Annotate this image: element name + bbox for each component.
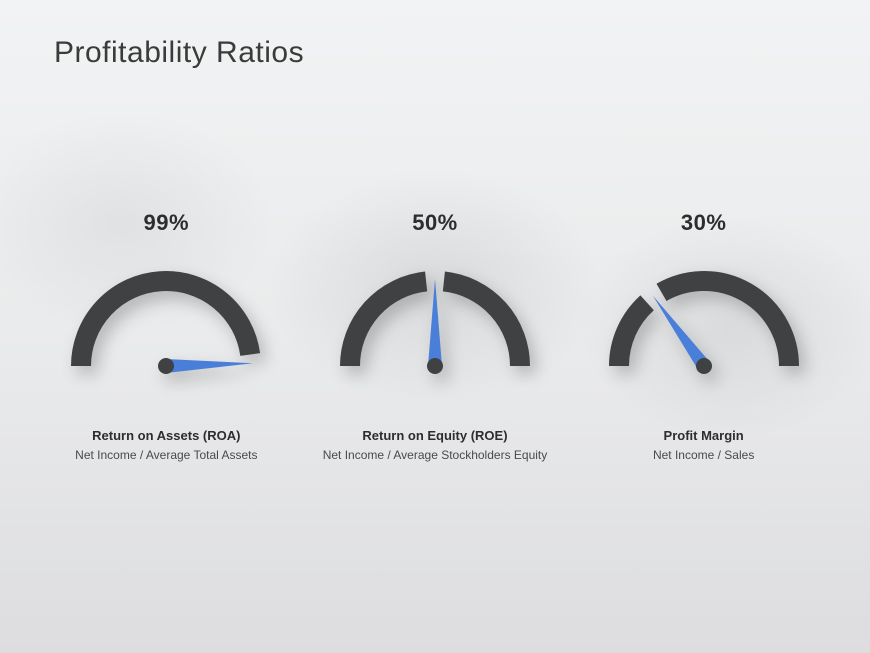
gauge-roe-subtitle: Net Income / Average Stockholders Equity <box>323 447 548 463</box>
slide-page: Profitability Ratios 99% Return on Asset… <box>0 0 870 653</box>
gauge-icon <box>56 256 276 386</box>
gauge-roe-title: Return on Equity (ROE) <box>323 427 548 445</box>
gauge-icon <box>594 256 814 386</box>
gauge-roe: 50% Return on Equity (ROE) Net Income / … <box>305 210 565 463</box>
gauge-pm-dial <box>594 256 814 391</box>
gauge-icon <box>325 256 545 386</box>
gauge-roe-dial <box>325 256 545 391</box>
gauge-pm-title: Profit Margin <box>653 427 754 445</box>
gauge-roe-value: 50% <box>412 210 458 236</box>
gauge-pm-subtitle: Net Income / Sales <box>653 447 754 463</box>
gauge-row: 99% Return on Assets (ROA) Net Income / … <box>0 210 870 463</box>
gauge-roa: 99% Return on Assets (ROA) Net Income / … <box>36 210 296 463</box>
gauge-roa-title: Return on Assets (ROA) <box>75 427 257 445</box>
gauge-pm: 30% Profit Margin Net Income / Sales <box>574 210 834 463</box>
gauge-roa-value: 99% <box>144 210 190 236</box>
gauge-pm-value: 30% <box>681 210 727 236</box>
gauge-roa-caption: Return on Assets (ROA) Net Income / Aver… <box>75 427 257 463</box>
gauge-roa-subtitle: Net Income / Average Total Assets <box>75 447 257 463</box>
gauge-roa-dial <box>56 256 276 391</box>
gauge-roe-caption: Return on Equity (ROE) Net Income / Aver… <box>323 427 548 463</box>
gauge-pm-caption: Profit Margin Net Income / Sales <box>653 427 754 463</box>
page-title: Profitability Ratios <box>54 36 304 70</box>
